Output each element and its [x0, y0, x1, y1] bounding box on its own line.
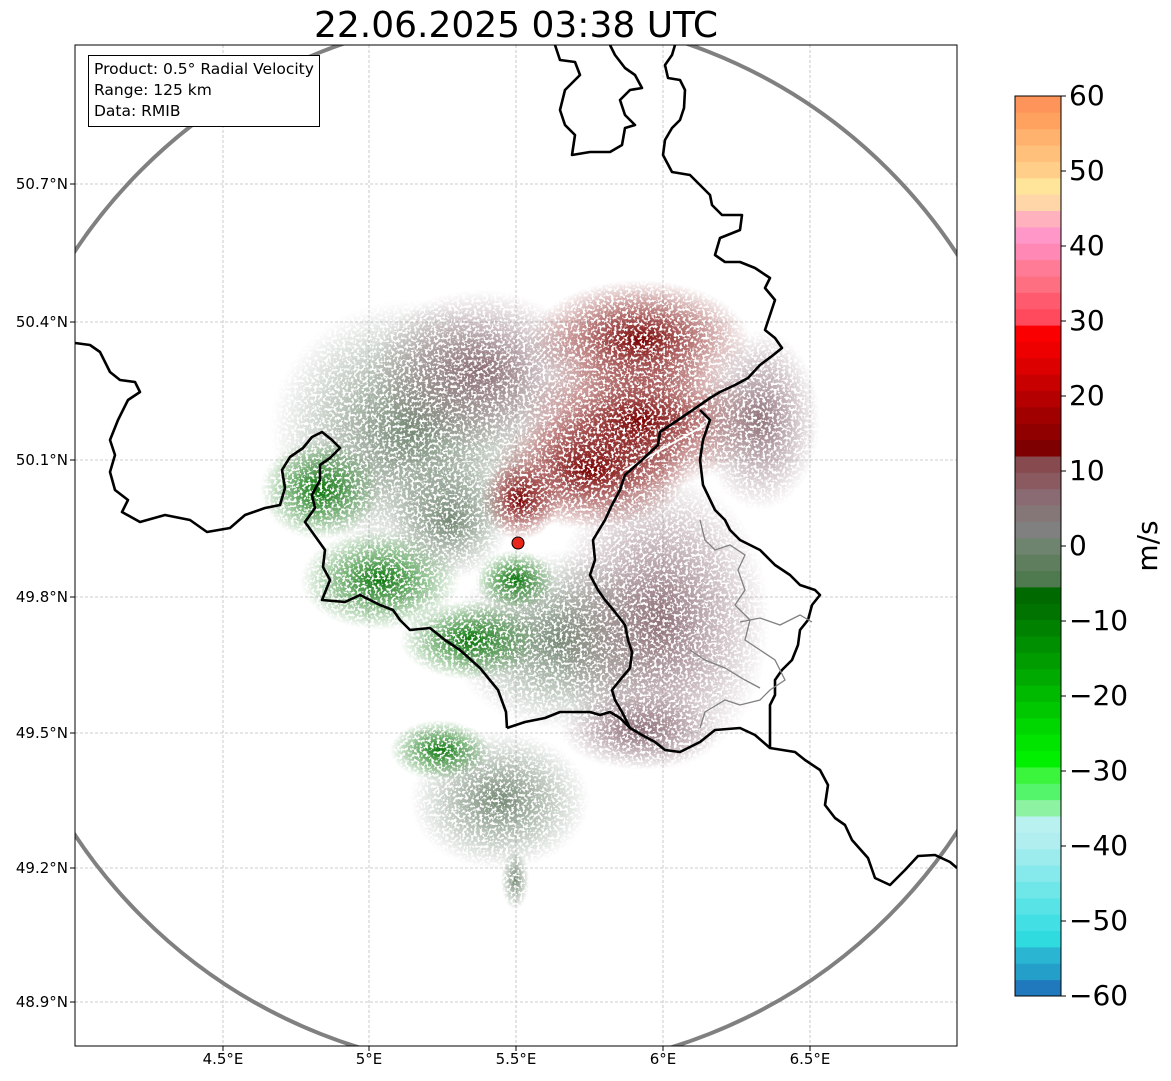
belgium-border-west: [75, 341, 509, 729]
colorbar-segment: [1015, 259, 1061, 277]
colorbar-segment: [1015, 668, 1061, 686]
colorbar-tick-label: −30: [1069, 754, 1129, 787]
colorbar-segment: [1015, 406, 1061, 424]
colorbar-segment: [1015, 570, 1061, 588]
colorbar-segment: [1015, 505, 1061, 522]
colorbar-segment: [1015, 946, 1061, 964]
axis-ticks: [70, 183, 811, 1051]
lon-tick-label: 6.5°E: [789, 1050, 831, 1068]
germany-inner-border: [698, 409, 822, 748]
colorbar-segment: [1015, 963, 1061, 981]
colorbar-tick-label: 20: [1069, 379, 1105, 412]
lon-tick-label: 5°E: [355, 1050, 383, 1068]
colorbar-segment: [1015, 881, 1061, 899]
colorbar-segment: [1015, 914, 1061, 932]
colorbar-tick-label: −40: [1069, 829, 1129, 862]
colorbar-segment: [1015, 652, 1061, 670]
data-source-label: Data: RMIB: [94, 102, 181, 120]
product-info-box: Product: 0.5° Radial Velocity Range: 125…: [88, 55, 320, 127]
country-borders: [75, 45, 957, 887]
colorbar-tick-label: 50: [1069, 154, 1105, 187]
colorbar-tick-label: 10: [1069, 454, 1105, 487]
colorbar-unit-label: m/s: [1131, 520, 1164, 572]
colorbar-tick-label: 0: [1069, 529, 1087, 562]
colorbar-tick-label: 40: [1069, 229, 1105, 262]
colorbar-segment: [1015, 390, 1061, 408]
colorbar-segment: [1015, 145, 1061, 162]
colorbar-segment: [1015, 979, 1061, 997]
lat-tick-label: 50.1°N: [15, 451, 68, 469]
lon-tick-label: 4.5°E: [202, 1050, 244, 1068]
colorbar-segment: [1015, 897, 1061, 915]
colorbar-segment: [1015, 636, 1061, 653]
colorbar-segment: [1015, 243, 1061, 261]
lat-tick-label: 49.8°N: [15, 588, 68, 606]
colorbar-segment: [1015, 717, 1061, 735]
colorbar-segment: [1015, 112, 1061, 130]
colorbar-segment: [1015, 554, 1061, 572]
colorbar-segment: [1015, 439, 1061, 457]
colorbar-segment: [1015, 750, 1061, 768]
lon-tick-label: 6°E: [649, 1050, 677, 1068]
state-borders: [689, 519, 813, 729]
netherlands-border: [553, 45, 644, 157]
colorbar-segment: [1015, 226, 1061, 244]
luxembourg-belgium-germany-border: [588, 45, 784, 729]
colorbar-segment: [1015, 96, 1061, 113]
product-label: Product: 0.5° Radial Velocity: [94, 60, 314, 78]
velocity-echoes: [260, 280, 820, 910]
colorbar-segment: [1015, 603, 1061, 621]
radar-site-marker: [511, 536, 525, 550]
colorbar-segment: [1015, 734, 1061, 752]
lat-tick-label: 50.4°N: [15, 313, 68, 331]
colorbar-segment: [1015, 423, 1061, 441]
colorbar-segment: [1015, 521, 1061, 539]
colorbar-segment: [1015, 210, 1061, 228]
colorbar-tick-label: −20: [1069, 679, 1129, 712]
colorbar-segment: [1015, 685, 1061, 702]
colorbar-segment: [1015, 930, 1061, 948]
colorbar-segment: [1015, 357, 1061, 375]
colorbar-segment: [1015, 619, 1061, 637]
colorbar-segment: [1015, 848, 1061, 866]
colorbar-segment: [1015, 292, 1061, 310]
colorbar-segment: [1015, 194, 1061, 212]
colorbar-segment: [1015, 308, 1061, 326]
colorbar-segment: [1015, 276, 1061, 293]
colorbar-tick-label: −50: [1069, 904, 1129, 937]
lat-tick-label: 49.2°N: [15, 859, 68, 877]
luxembourg-france-border: [506, 710, 957, 887]
colorbar-segment: [1015, 128, 1061, 146]
map-title: 22.06.2025 03:38 UTC: [313, 5, 719, 46]
colorbar-tick-label: 60: [1069, 79, 1105, 112]
colorbar-segment: [1015, 766, 1061, 784]
colorbar-tick-label: −10: [1069, 604, 1129, 637]
lat-tick-label: 49.5°N: [15, 724, 68, 742]
colorbar-segment: [1015, 816, 1061, 833]
colorbar-segment: [1015, 537, 1061, 555]
lon-tick-label: 5.5°E: [495, 1050, 537, 1068]
colorbar-segment: [1015, 832, 1061, 850]
colorbar-segment: [1015, 865, 1061, 882]
colorbar-segment: [1015, 456, 1061, 473]
colorbar-ticks: [1061, 95, 1066, 997]
colorbar-segment: [1015, 374, 1061, 392]
colorbar-segment: [1015, 783, 1061, 801]
lat-tick-label: 48.9°N: [15, 993, 68, 1011]
colorbar-tick-label: 30: [1069, 304, 1105, 337]
colorbar: [1015, 96, 1061, 997]
colorbar-segment: [1015, 161, 1061, 179]
colorbar-segment: [1015, 701, 1061, 719]
lat-tick-label: 50.7°N: [15, 175, 68, 193]
colorbar-segment: [1015, 586, 1061, 604]
colorbar-segment: [1015, 472, 1061, 490]
range-label: Range: 125 km: [94, 81, 212, 99]
colorbar-segment: [1015, 325, 1061, 342]
colorbar-segment: [1015, 799, 1061, 817]
colorbar-segment: [1015, 177, 1061, 195]
colorbar-segment: [1015, 488, 1061, 506]
colorbar-tick-label: −60: [1069, 979, 1129, 1012]
colorbar-segment: [1015, 341, 1061, 359]
